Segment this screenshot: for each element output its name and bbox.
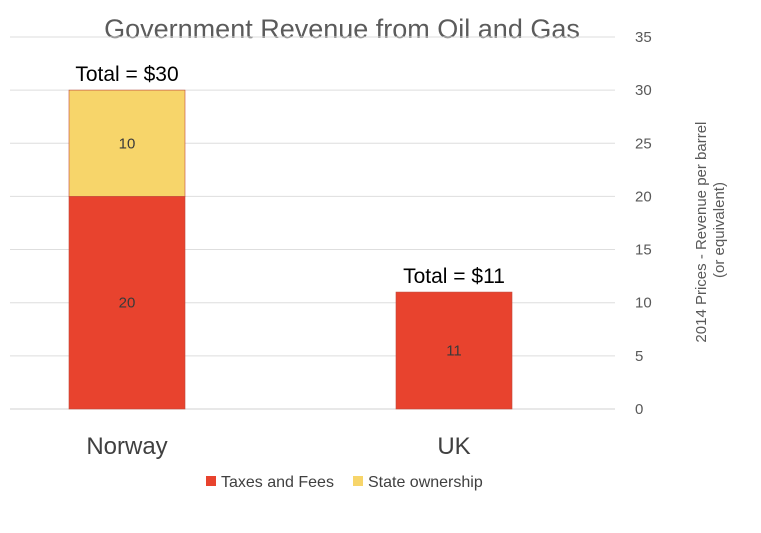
bar-norway-state-ownership — [68, 89, 186, 197]
legend-label-taxes-and-fees: Taxes and Fees — [221, 474, 334, 491]
y-tick-label-20: 20 — [635, 188, 652, 205]
legend-label-state-ownership: State ownership — [368, 474, 483, 491]
category-labels: Norway UK — [86, 433, 470, 460]
total-label-norway: Total = $30 — [75, 63, 178, 86]
y-axis-label: 2014 Prices - Revenue per barrel (or equ… — [693, 117, 728, 342]
bar-value-label-uk-taxes-and-fees: 11 — [446, 343, 462, 360]
y-axis-label-line-1: 2014 Prices - Revenue per barrel — [693, 122, 710, 343]
category-label-norway: Norway — [86, 433, 167, 460]
legend: Taxes and Fees State ownership — [206, 474, 483, 491]
bar-uk-taxes-and-fees — [395, 291, 513, 410]
y-tick-label-30: 30 — [635, 82, 652, 99]
bars: 20 10 11 — [68, 89, 513, 410]
y-tick-label-10: 10 — [635, 295, 652, 312]
total-annotations: Total = $30 Total = $11 — [75, 63, 505, 288]
chart-title: Government Revenue from Oil and Gas — [104, 14, 580, 44]
y-tick-label-5: 5 — [635, 348, 643, 365]
legend-swatch-taxes-and-fees — [206, 476, 216, 486]
total-label-uk: Total = $11 — [403, 265, 505, 288]
y-tick-label-25: 25 — [635, 135, 652, 152]
y-axis-label-line-2: (or equivalent) — [711, 182, 728, 278]
y-tick-label-15: 15 — [635, 242, 652, 259]
bar-value-label-norway-taxes-and-fees: 20 — [119, 295, 136, 312]
y-tick-label-0: 0 — [635, 401, 643, 418]
y-axis-ticks: 0 5 10 15 20 25 30 35 — [635, 29, 652, 418]
legend-swatch-state-ownership — [353, 476, 363, 486]
category-label-uk: UK — [437, 433, 470, 460]
bar-norway-taxes-and-fees — [68, 196, 186, 410]
y-tick-label-35: 35 — [635, 29, 652, 46]
bar-value-label-norway-state-ownership: 10 — [119, 135, 136, 152]
